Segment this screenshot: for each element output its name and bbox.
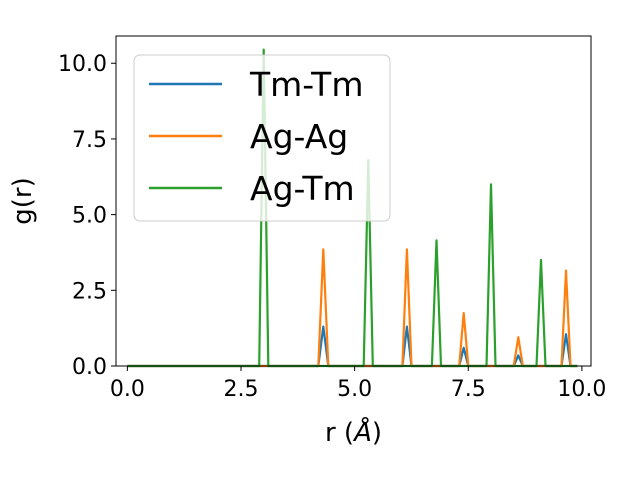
x-tick-label: 7.5	[451, 377, 486, 402]
y-tick-label: 10.0	[58, 52, 107, 77]
legend-label: Tm-Tm	[249, 65, 364, 104]
x-tick-label: 0.0	[110, 377, 145, 402]
legend-label: Ag-Ag	[250, 117, 348, 156]
x-tick-label: 2.5	[224, 377, 259, 402]
series-line-ag-ag	[127, 248, 578, 368]
series-line-ag-tm	[127, 48, 578, 368]
y-tick-label: 7.5	[72, 128, 107, 153]
x-tick-label: 5.0	[337, 377, 372, 402]
y-axis-ticks: 0.0 2.5 5.0 7.5 10.0	[58, 52, 116, 380]
x-axis-ticks: 0.0 2.5 5.0 7.5 10.0	[110, 366, 606, 402]
x-axis-label-part: )	[372, 418, 382, 448]
legend: Tm-Tm Ag-Ag Ag-Tm	[133, 54, 391, 222]
y-tick-label: 5.0	[72, 204, 107, 229]
y-tick-label: 2.5	[72, 279, 107, 304]
legend-label: Ag-Tm	[250, 169, 355, 208]
x-axis-label-part: Å	[352, 416, 372, 448]
plot-frame	[115, 35, 592, 367]
legend-box	[133, 54, 391, 222]
x-tick-label: 10.0	[557, 377, 606, 402]
y-axis-label: g(r)	[8, 177, 38, 224]
series-layer	[127, 48, 578, 368]
series-line-tm-tm	[127, 325, 578, 368]
y-tick-label: 0.0	[72, 355, 107, 380]
x-axis-label: r (Å)	[325, 416, 382, 448]
x-axis-label-part: r (	[325, 418, 354, 448]
